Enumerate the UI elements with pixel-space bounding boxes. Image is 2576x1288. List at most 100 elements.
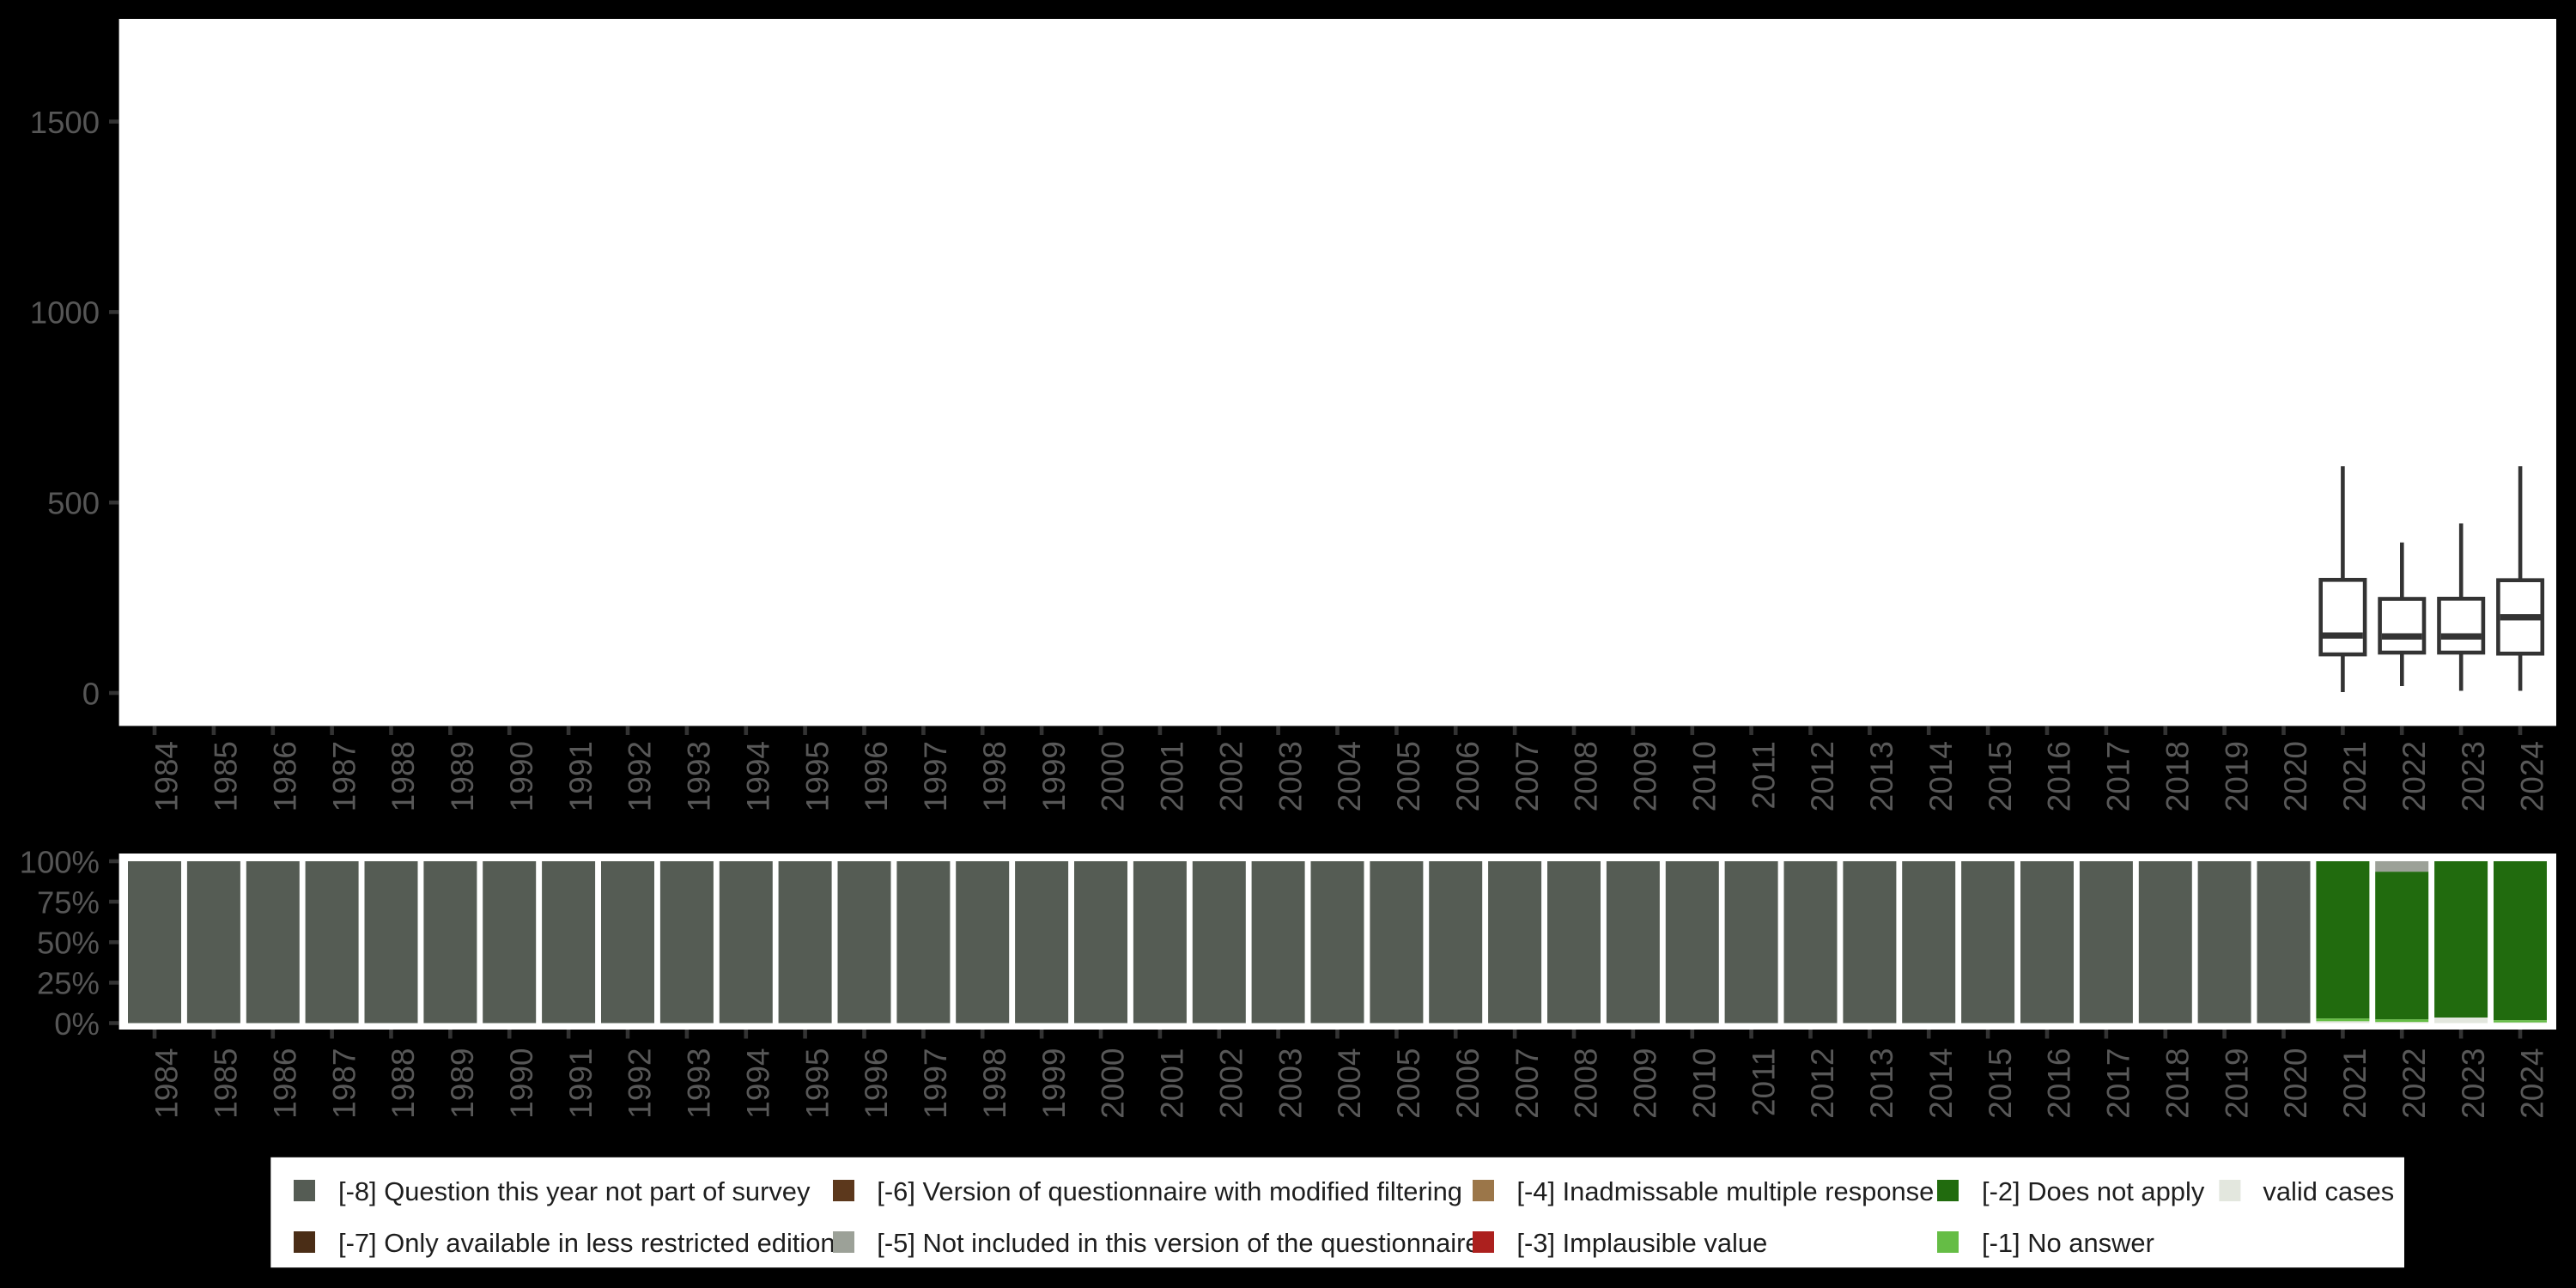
svg-text:2015: 2015 — [1983, 741, 2018, 811]
svg-text:2000: 2000 — [1096, 1048, 1131, 1119]
svg-text:500: 500 — [47, 486, 100, 521]
svg-text:1987: 1987 — [326, 741, 361, 811]
svg-text:1999: 1999 — [1036, 1048, 1072, 1119]
svg-text:2022: 2022 — [2397, 741, 2432, 811]
svg-text:2001: 2001 — [1155, 1048, 1190, 1119]
svg-text:2021: 2021 — [2337, 741, 2372, 811]
svg-text:2012: 2012 — [1805, 1048, 1840, 1119]
svg-text:1989: 1989 — [445, 741, 480, 811]
svg-text:[-7] Only available in less re: [-7] Only available in less restricted e… — [338, 1228, 835, 1258]
svg-text:1996: 1996 — [859, 1048, 894, 1119]
svg-text:2018: 2018 — [2160, 1048, 2195, 1119]
svg-text:2005: 2005 — [1391, 741, 1426, 811]
svg-text:1995: 1995 — [799, 741, 835, 811]
svg-text:2012: 2012 — [1805, 741, 1840, 811]
svg-text:1988: 1988 — [386, 741, 421, 811]
svg-text:1988: 1988 — [386, 1048, 421, 1119]
svg-text:2009: 2009 — [1628, 1048, 1663, 1119]
svg-text:0: 0 — [82, 676, 100, 711]
svg-text:2023: 2023 — [2456, 741, 2491, 811]
svg-text:2013: 2013 — [1864, 741, 1899, 811]
svg-text:1000: 1000 — [30, 295, 100, 331]
svg-text:2001: 2001 — [1155, 741, 1190, 811]
svg-text:75%: 75% — [37, 884, 100, 920]
svg-text:1987: 1987 — [326, 1048, 361, 1119]
svg-text:2010: 2010 — [1687, 741, 1722, 811]
svg-text:1990: 1990 — [504, 741, 539, 811]
svg-text:2003: 2003 — [1273, 1048, 1308, 1119]
svg-text:1993: 1993 — [682, 1048, 717, 1119]
svg-text:1994: 1994 — [741, 1048, 776, 1119]
svg-text:1996: 1996 — [859, 741, 894, 811]
svg-text:2008: 2008 — [1569, 741, 1604, 811]
svg-text:2020: 2020 — [2278, 741, 2313, 811]
svg-text:[-1] No answer: [-1] No answer — [1982, 1228, 2154, 1258]
svg-text:1991: 1991 — [563, 741, 598, 811]
svg-text:1993: 1993 — [682, 741, 717, 811]
svg-text:2019: 2019 — [2219, 1048, 2254, 1119]
svg-text:2007: 2007 — [1510, 1048, 1545, 1119]
svg-text:2005: 2005 — [1391, 1048, 1426, 1119]
svg-text:2003: 2003 — [1273, 741, 1308, 811]
svg-text:1986: 1986 — [267, 741, 302, 811]
svg-text:2016: 2016 — [2042, 741, 2077, 811]
svg-text:2007: 2007 — [1510, 741, 1545, 811]
svg-text:2013: 2013 — [1864, 1048, 1899, 1119]
svg-text:1997: 1997 — [918, 1048, 953, 1119]
svg-text:[-6] Version of questionnaire: [-6] Version of questionnaire with modif… — [877, 1176, 1462, 1206]
svg-text:1998: 1998 — [977, 741, 1012, 811]
svg-text:2000: 2000 — [1096, 741, 1131, 811]
svg-text:2024: 2024 — [2515, 741, 2550, 811]
svg-text:2002: 2002 — [1214, 741, 1249, 811]
svg-text:[-8] Question this year not pa: [-8] Question this year not part of surv… — [338, 1176, 811, 1206]
svg-text:2016: 2016 — [2042, 1048, 2077, 1119]
svg-text:1991: 1991 — [563, 1048, 598, 1119]
svg-text:[-4] Inadmissable multiple res: [-4] Inadmissable multiple response — [1516, 1176, 1934, 1206]
svg-text:1998: 1998 — [977, 1048, 1012, 1119]
svg-text:100%: 100% — [20, 844, 100, 879]
svg-text:1994: 1994 — [741, 741, 776, 811]
svg-text:2014: 2014 — [1923, 741, 1959, 811]
svg-text:[-2] Does not apply: [-2] Does not apply — [1982, 1176, 2205, 1206]
svg-text:1990: 1990 — [504, 1048, 539, 1119]
svg-text:1984: 1984 — [149, 741, 185, 811]
svg-text:2021: 2021 — [2337, 1048, 2372, 1119]
svg-text:0%: 0% — [54, 1006, 100, 1042]
svg-text:50%: 50% — [37, 926, 100, 961]
svg-text:2020: 2020 — [2278, 1048, 2313, 1119]
svg-text:2011: 2011 — [1746, 1048, 1781, 1117]
svg-text:2009: 2009 — [1628, 741, 1663, 811]
svg-text:2010: 2010 — [1687, 1048, 1722, 1119]
svg-text:1985: 1985 — [209, 741, 244, 811]
svg-text:2018: 2018 — [2160, 741, 2195, 811]
svg-text:1995: 1995 — [799, 1048, 835, 1119]
svg-text:2006: 2006 — [1450, 1048, 1485, 1119]
svg-text:2004: 2004 — [1332, 1048, 1367, 1119]
svg-text:1999: 1999 — [1036, 741, 1072, 811]
svg-text:1989: 1989 — [445, 1048, 480, 1119]
svg-text:2019: 2019 — [2219, 741, 2254, 811]
svg-text:2015: 2015 — [1983, 1048, 2018, 1119]
svg-text:1986: 1986 — [267, 1048, 302, 1119]
svg-text:1992: 1992 — [623, 741, 658, 811]
svg-text:2022: 2022 — [2397, 1048, 2432, 1119]
svg-text:2008: 2008 — [1569, 1048, 1604, 1119]
svg-text:valid cases: valid cases — [2263, 1176, 2394, 1206]
svg-text:[-5] Not included in this vers: [-5] Not included in this version of the… — [877, 1228, 1479, 1258]
svg-text:2017: 2017 — [2101, 1048, 2136, 1119]
svg-text:2002: 2002 — [1214, 1048, 1249, 1119]
svg-text:2011: 2011 — [1746, 741, 1781, 810]
svg-text:1984: 1984 — [149, 1048, 185, 1119]
svg-text:1985: 1985 — [209, 1048, 244, 1119]
svg-text:2017: 2017 — [2101, 741, 2136, 811]
svg-text:25%: 25% — [37, 966, 100, 1001]
svg-text:2024: 2024 — [2515, 1048, 2550, 1119]
svg-text:[-3] Implausible value: [-3] Implausible value — [1516, 1228, 1767, 1258]
svg-text:2006: 2006 — [1450, 741, 1485, 811]
svg-text:1992: 1992 — [623, 1048, 658, 1119]
svg-text:2023: 2023 — [2456, 1048, 2491, 1119]
svg-text:1500: 1500 — [30, 105, 100, 140]
svg-text:1997: 1997 — [918, 741, 953, 811]
svg-text:2004: 2004 — [1332, 741, 1367, 811]
svg-text:2014: 2014 — [1923, 1048, 1959, 1119]
